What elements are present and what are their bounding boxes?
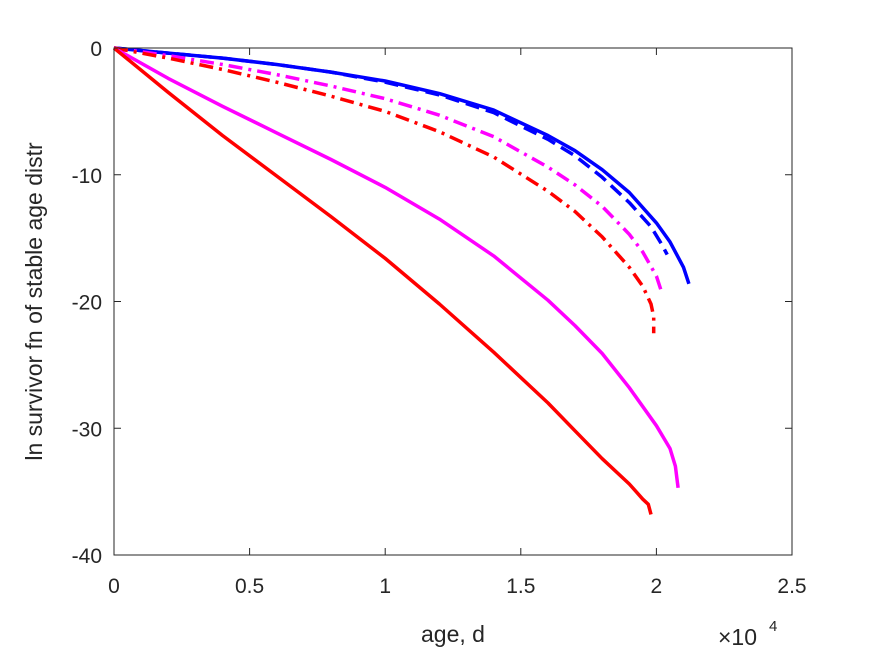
plot-area-frame xyxy=(113,47,793,556)
x-axis-exponent: ×10 4 xyxy=(718,618,777,650)
y-axis-title: ln survivor fn of stable age distr xyxy=(21,142,47,461)
x-tick-label: 0 xyxy=(108,575,120,598)
y-tick-label: -40 xyxy=(72,545,102,568)
y-tick-label: -30 xyxy=(72,418,102,441)
series-layer xyxy=(112,46,691,515)
x-exponent-base: ×10 xyxy=(718,624,757,650)
y-tick-label: -10 xyxy=(72,165,102,188)
x-tick-label: 1.5 xyxy=(506,575,535,598)
x-axis-title: age, d xyxy=(421,621,485,647)
series-line-6 xyxy=(112,46,653,515)
x-tick-label: 1 xyxy=(379,575,391,598)
x-exponent-power: 4 xyxy=(769,618,777,635)
x-axis: 0 0.5 1 1.5 2 2.5 xyxy=(108,48,807,598)
x-tick-label: 0.5 xyxy=(235,575,264,598)
y-axis: 0 -10 -20 -30 -40 xyxy=(72,38,792,568)
y-tick-label: -20 xyxy=(72,292,102,315)
series-line-2 xyxy=(113,46,669,256)
series-line-4 xyxy=(113,46,656,334)
series-line-3 xyxy=(113,46,664,294)
series-line-1 xyxy=(113,46,691,285)
series-line-5 xyxy=(113,46,680,489)
y-tick-label: 0 xyxy=(90,38,102,61)
x-tick-label: 2 xyxy=(651,575,663,598)
x-tick-label: 2.5 xyxy=(777,575,806,598)
